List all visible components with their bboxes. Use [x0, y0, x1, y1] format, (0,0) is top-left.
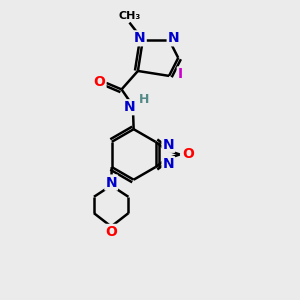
Text: N: N	[134, 31, 146, 45]
Text: O: O	[182, 148, 194, 161]
Text: H: H	[139, 93, 149, 106]
Text: CH₃: CH₃	[118, 11, 141, 21]
Text: O: O	[105, 225, 117, 239]
Text: N: N	[163, 157, 174, 171]
Text: N: N	[168, 31, 179, 45]
Text: O: O	[94, 75, 106, 89]
Text: N: N	[105, 176, 117, 190]
Text: I: I	[178, 68, 183, 81]
Text: N: N	[163, 138, 174, 152]
Text: N: N	[124, 100, 135, 114]
